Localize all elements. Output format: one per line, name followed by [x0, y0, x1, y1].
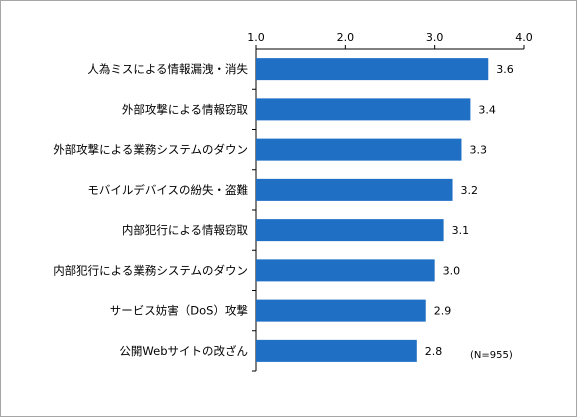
bar-value-label: 3.4: [478, 103, 496, 116]
x-tick-label: 4.0: [515, 31, 533, 44]
category-label: 内部犯行による業務システムのダウン: [53, 263, 248, 277]
category-label: サービス妨害（DoS）攻撃: [110, 304, 248, 318]
x-tick-label: 1.0: [247, 31, 265, 44]
bar-value-label: 2.8: [425, 345, 443, 358]
sample-size-note: (N=955): [470, 350, 513, 361]
bar: [256, 178, 453, 201]
category-label: 外部攻撃による情報窃取: [122, 102, 249, 116]
category-label: 外部攻撃による業務システムのダウン: [53, 143, 248, 157]
bar-value-label: 3.3: [469, 144, 487, 157]
bar: [256, 339, 417, 362]
bar: [256, 58, 489, 81]
bar: [256, 98, 471, 121]
bar-value-label: 3.2: [461, 184, 479, 197]
label-group: 3.6 人為ミスによる情報漏洩・消失 3.4 外部攻撃による情報窃取 3.3 外部攻撃によ…: [53, 62, 514, 358]
x-tick-label: 3.0: [426, 31, 444, 44]
bar-value-label: 3.6: [496, 63, 514, 76]
x-tick-label: 2.0: [337, 31, 355, 44]
bar: [256, 259, 435, 282]
bar-value-label: 3.1: [452, 224, 470, 237]
category-label: 公開Webサイトの改ざん: [119, 344, 248, 358]
bar-value-label: 3.0: [443, 264, 461, 277]
category-label: 人為ミスによる情報漏洩・消失: [87, 62, 248, 76]
bar-group: [256, 58, 489, 362]
bar: [256, 299, 426, 322]
bar: [256, 138, 462, 161]
category-label: 内部犯行による情報窃取: [122, 223, 249, 237]
bar: [256, 219, 444, 242]
bar-value-label: 2.9: [434, 305, 452, 318]
category-label: モバイルデバイスの紛失・盗難: [87, 183, 248, 197]
